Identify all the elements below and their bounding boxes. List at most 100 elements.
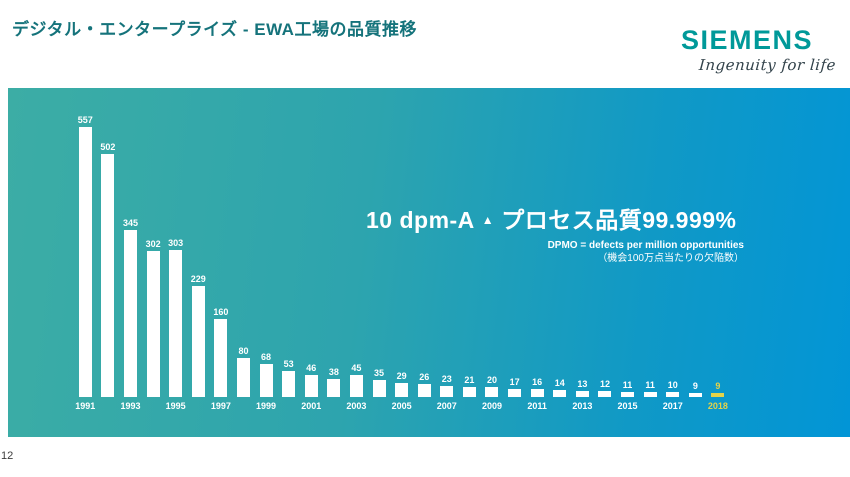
siemens-logo: SIEMENS: [681, 25, 814, 55]
bar-value-label: 80: [238, 346, 249, 357]
bar-value-label: 11: [645, 379, 655, 390]
year-axis-label: 2009: [481, 401, 502, 411]
bar: [214, 319, 228, 397]
bar: [259, 364, 273, 397]
siemens-tagline: Ingenuity for life: [698, 56, 837, 74]
bar-value-label: 11: [622, 379, 633, 390]
bar-value-label: 12: [599, 379, 610, 390]
bar-slot: 11: [639, 88, 662, 397]
page-title: デジタル・エンタープライズ - EWA工場の品質推移: [12, 20, 417, 39]
bar-value-label: 9: [715, 380, 721, 391]
bar-value-label: 557: [77, 114, 93, 125]
bar-value-label: 53: [283, 359, 294, 370]
year-axis-label: 2017: [662, 401, 683, 411]
bar-slot: 502: [97, 88, 120, 397]
bar-slot: 229: [187, 88, 210, 397]
bar: [598, 391, 612, 397]
bar: [123, 229, 137, 397]
bar-value-label: 13: [577, 378, 588, 389]
bar: [282, 371, 296, 397]
year-axis-label: 2015: [617, 401, 638, 411]
bar-highlight: [711, 392, 725, 397]
bar: [462, 386, 476, 397]
bar: [485, 387, 499, 397]
bar-slot: 38: [323, 88, 346, 397]
bar-slot: 29 2005: [390, 88, 413, 410]
year-axis-label: 1997: [210, 401, 231, 411]
bar-slot: 557 1991: [74, 88, 97, 410]
triangle-equals-icon: ▲: [481, 213, 495, 227]
bar: [643, 391, 657, 397]
bar: [508, 388, 522, 397]
bar-slot: 345 1993: [119, 88, 142, 410]
year-axis-label: 2001: [301, 401, 322, 411]
bar-slot: 12: [594, 88, 617, 397]
bar-slot: 160 1997: [210, 88, 233, 411]
bar: [327, 378, 341, 397]
bar-value-label: 302: [145, 238, 161, 249]
bar: [146, 250, 160, 397]
bar-value-label: 303: [168, 238, 184, 248]
bar-slot: 20 2009: [481, 88, 504, 411]
year-axis-label: 1993: [120, 401, 141, 411]
bar: [530, 389, 544, 397]
bars-container: 557 1991 502 345 1993 302 303 1995 229 160 1997 80 6…: [74, 88, 730, 411]
page-number: 12: [1, 450, 14, 462]
year-axis-label: 2007: [436, 401, 457, 411]
bar-slot: 13 2013: [571, 88, 594, 410]
bar-value-label: 345: [122, 217, 138, 228]
bar-slot: 14: [548, 88, 571, 397]
bar-value-label: 21: [464, 374, 475, 385]
quality-trend-chart: 557 1991 502 345 1993 302 303 1995 229 160 1997 80 6…: [8, 88, 850, 437]
bar: [191, 285, 205, 397]
slide-header: デジタル・エンタープライズ - EWA工場の品質推移 SIEMENS Ingen…: [0, 0, 850, 88]
bar-slot: 35: [368, 88, 391, 397]
year-axis-label: 1991: [75, 401, 96, 411]
bar: [417, 384, 431, 397]
year-axis-label: 1995: [165, 401, 186, 411]
bar-value-label: 20: [486, 375, 497, 386]
process-quality-text: プロセス品質99.999%: [501, 207, 737, 233]
bar-slot: 26: [413, 88, 436, 397]
bar-slot: 16 2011: [526, 88, 549, 411]
bar-value-label: 17: [509, 376, 520, 387]
dpm-metric: 10 dpm-A: [366, 207, 475, 233]
bar: [621, 391, 635, 397]
bar-value-label: 502: [100, 141, 116, 152]
bar-value-label: 10: [667, 380, 678, 391]
dpmo-definition-en: DPMO = defects per million opportunities: [547, 240, 744, 251]
bar-value-label: 16: [532, 377, 543, 388]
bar-slot: 80: [232, 88, 255, 397]
bar-value-label: 26: [419, 372, 430, 383]
bar: [666, 392, 680, 397]
bar-slot: 302: [142, 88, 165, 397]
bar-value-label: 68: [261, 352, 272, 362]
bar-slot: 45 2003: [345, 88, 368, 411]
bar: [169, 250, 183, 397]
bar-value-label: 23: [441, 373, 452, 384]
bar: [349, 375, 363, 397]
dpmo-definition-jp: （機会100万点当たりの欠陥数）: [597, 252, 744, 264]
bar-slot: 21: [458, 88, 481, 397]
bar: [304, 374, 318, 397]
bar: [78, 126, 92, 397]
bar-value-label: 14: [554, 378, 565, 389]
bar-slot: 46 2001: [300, 88, 323, 410]
bar: [372, 380, 386, 397]
bar-value-label: 9: [692, 380, 698, 391]
bar-slot: 68 1999: [255, 88, 278, 411]
bar-value-label: 46: [306, 362, 317, 373]
year-axis-label: 1999: [256, 401, 277, 411]
year-axis-label: 2005: [391, 401, 412, 411]
bar: [553, 390, 567, 397]
bar: [236, 358, 250, 397]
bar: [688, 392, 702, 397]
bar-value-label: 29: [396, 370, 407, 381]
year-axis-label: 2018: [707, 401, 728, 411]
bar-value-label: 160: [213, 307, 229, 318]
bar: [575, 390, 589, 397]
quality-annotation: 10 dpm-A ▲ プロセス品質99.999% DPMO = defects pe…: [366, 201, 746, 265]
bar-slot: 9 2018: [707, 88, 730, 410]
bar: [395, 382, 409, 397]
bar-slot: 17: [503, 88, 526, 397]
